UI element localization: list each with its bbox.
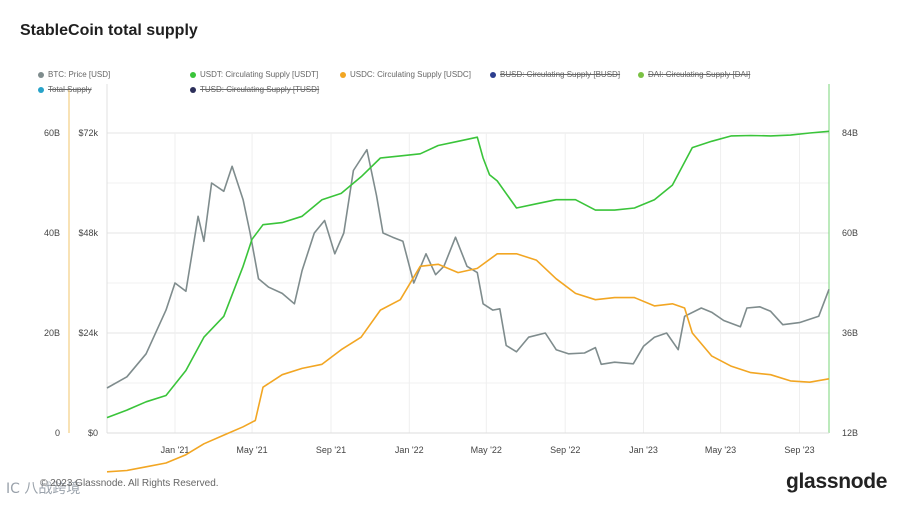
legend-dot-icon xyxy=(190,86,196,93)
y-tick-label-left-price: $72k xyxy=(78,128,98,138)
series-line-usdc xyxy=(106,253,830,473)
x-tick-label: May '22 xyxy=(471,445,502,455)
legend-item-btc-price[interactable]: BTC: Price [USD] xyxy=(38,70,110,79)
legend-label: USDC: Circulating Supply [USDC] xyxy=(350,70,471,79)
y-tick-label-left-price: $48k xyxy=(78,228,98,238)
legend-label: Total Supply xyxy=(48,85,92,94)
x-tick-label: Sep '21 xyxy=(316,445,346,455)
y-tick-label-left-supply: 20B xyxy=(44,328,60,338)
x-tick-label: Jan '23 xyxy=(629,445,658,455)
brand-logo: glassnode xyxy=(786,470,888,493)
legend-label: USDT: Circulating Supply [USDT] xyxy=(200,70,319,79)
series-line-usdt xyxy=(106,130,830,419)
y-tick-label-right-supply: 60B xyxy=(842,228,858,238)
series-lines xyxy=(106,130,830,473)
legend-dot-icon xyxy=(490,71,496,78)
y-tick-label-right-supply: 36B xyxy=(842,328,858,338)
series-line-btc xyxy=(106,148,830,389)
legend-item-tusd-supply[interactable]: TUSD: Circulating Supply [TUSD] xyxy=(190,85,319,94)
y-tick-label-left-supply: 0 xyxy=(55,428,60,438)
legend-item-usdc-supply[interactable]: USDC: Circulating Supply [USDC] xyxy=(340,70,471,79)
legend-label: TUSD: Circulating Supply [TUSD] xyxy=(200,85,320,94)
x-tick-label: Sep '22 xyxy=(550,445,580,455)
x-tick-label: May '23 xyxy=(705,445,736,455)
x-tick-label: May '21 xyxy=(236,445,267,455)
y-tick-label-left-price: $24k xyxy=(78,328,98,338)
y-tick-label-left-supply: 60B xyxy=(44,128,60,138)
watermark-text: IC 八战跨境 xyxy=(6,481,81,497)
copyright-text: © 2023 Glassnode. All Rights Reserved. xyxy=(40,478,219,489)
legend-label: DAI: Circulating Supply [DAI] xyxy=(648,70,751,79)
chart-title: StableCoin total supply xyxy=(20,22,198,39)
legend-dot-icon xyxy=(340,71,346,78)
y-tick-label-right-supply: 12B xyxy=(842,428,858,438)
legend-item-usdt-supply[interactable]: USDT: Circulating Supply [USDT] xyxy=(190,70,318,79)
legend-dot-icon xyxy=(38,71,44,78)
legend-dot-icon xyxy=(638,71,644,78)
legend-dot-icon xyxy=(38,86,44,93)
legend-item-busd-supply[interactable]: BUSD: Circulating Supply [BUSD] xyxy=(490,70,620,79)
grid-lines xyxy=(107,132,829,434)
legend-label: BTC: Price [USD] xyxy=(48,70,111,79)
x-tick-label: Jan '21 xyxy=(161,445,190,455)
tick-labels: 0 $0 12B 20B $24k 36B 40B $48k 60B 60B $72k 84B Jan … xyxy=(44,128,858,455)
y-tick-label-left-price: $0 xyxy=(88,428,98,438)
legend-label: BUSD: Circulating Supply [BUSD] xyxy=(500,70,621,79)
x-tick-label: Jan '22 xyxy=(395,445,424,455)
chart-axes xyxy=(68,84,830,434)
legend-item-total-supply[interactable]: Total Supply xyxy=(38,85,92,94)
y-tick-label-left-supply: 40B xyxy=(44,228,60,238)
y-tick-label-right-supply: 84B xyxy=(842,128,858,138)
legend-item-dai-supply[interactable]: DAI: Circulating Supply [DAI] xyxy=(638,70,750,79)
legend-dot-icon xyxy=(190,71,196,78)
x-tick-label: Sep '23 xyxy=(784,445,814,455)
